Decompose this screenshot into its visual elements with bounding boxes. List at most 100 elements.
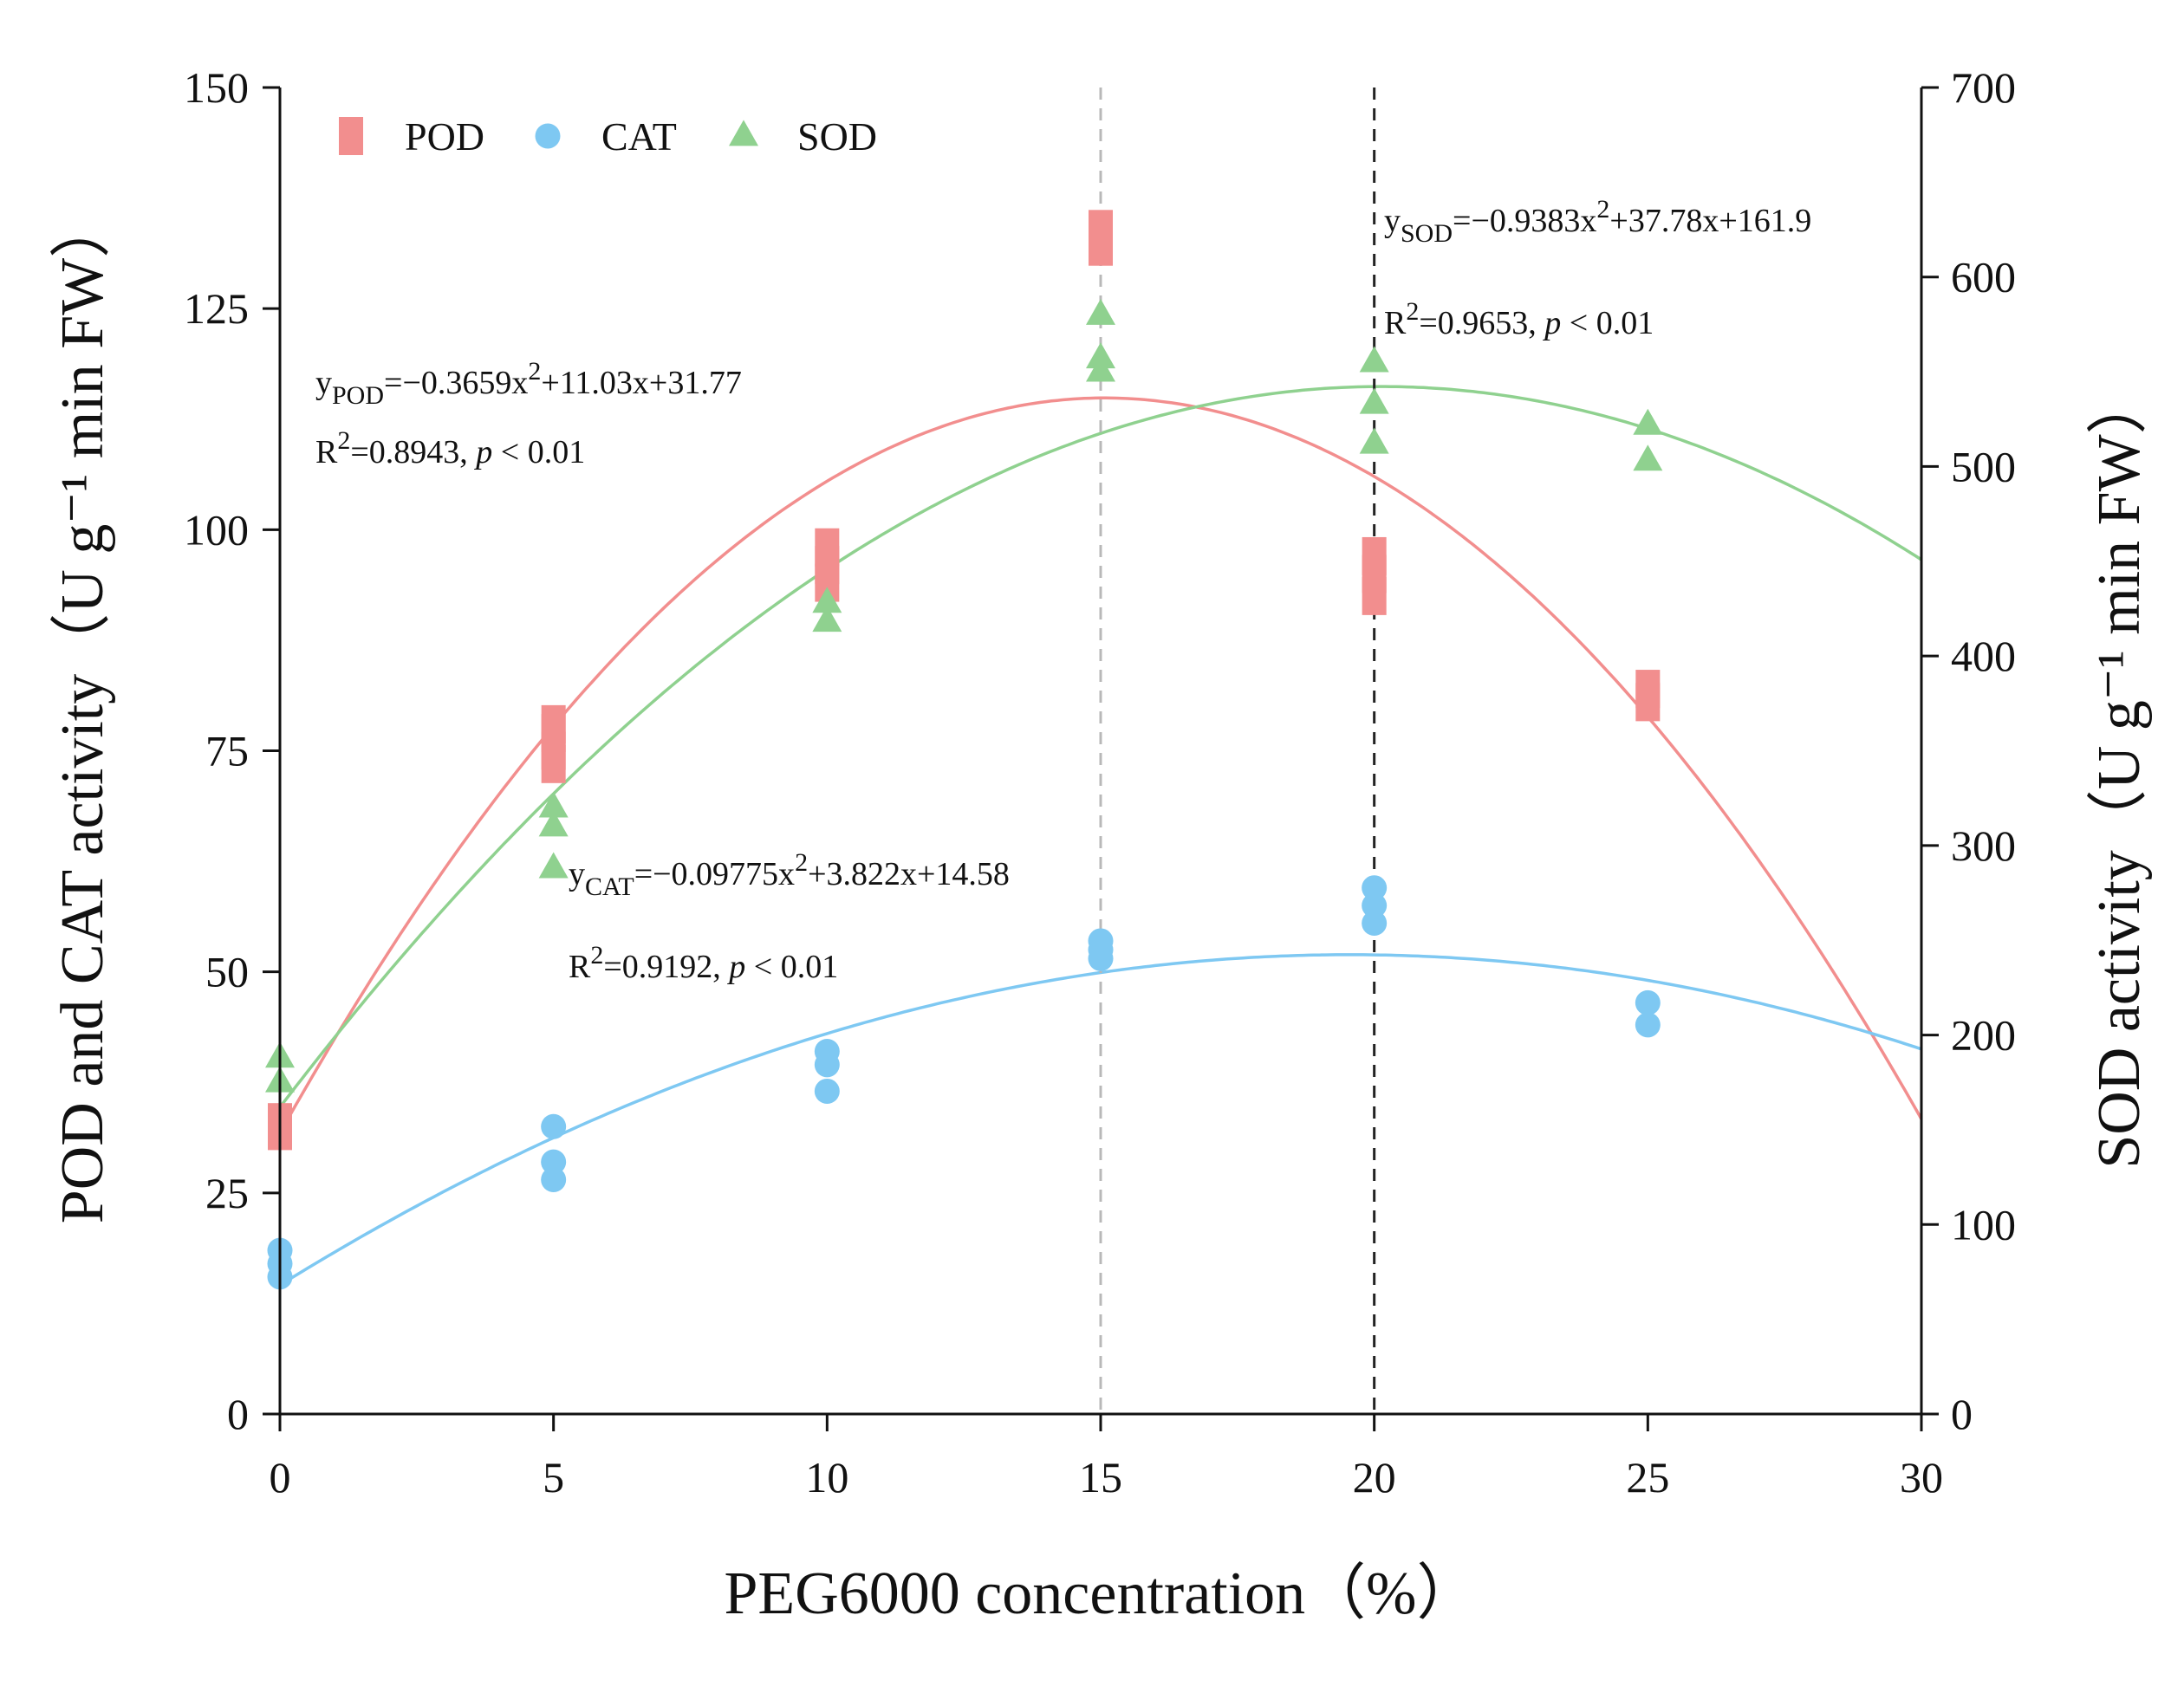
cat-point bbox=[541, 1167, 567, 1193]
cat-point bbox=[1088, 928, 1114, 954]
sod-eq-superscript: 2 bbox=[1596, 195, 1609, 224]
y-tick-label-left: 100 bbox=[184, 505, 249, 554]
cat-point bbox=[1362, 911, 1388, 937]
cat-eq-term1: =−0.09775x bbox=[634, 856, 795, 892]
y-tick-label-left: 0 bbox=[227, 1390, 249, 1438]
y-tick-label-left: 25 bbox=[205, 1169, 249, 1217]
x-tick-label: 30 bbox=[1900, 1453, 1943, 1502]
cat-point bbox=[1362, 892, 1388, 918]
cat-point bbox=[814, 1039, 840, 1065]
cat-eq-subscript: CAT bbox=[585, 872, 634, 901]
cat-equation: yCAT=−0.09775x2+3.822x+14.58 bbox=[569, 848, 1010, 901]
sod-legend-marker bbox=[729, 120, 758, 146]
sod-r2: R2=0.9653, p < 0.01 bbox=[1384, 297, 1654, 341]
pod-legend-marker bbox=[339, 117, 363, 155]
cat-r2-superscript: 2 bbox=[590, 941, 603, 970]
y-tick-label-right: 0 bbox=[1951, 1390, 1973, 1438]
pod-point bbox=[541, 704, 566, 743]
axes bbox=[263, 86, 1939, 1431]
cat-legend-marker bbox=[535, 123, 561, 149]
cat-eq-term2: +3.822x+14.58 bbox=[808, 856, 1010, 892]
x-tick-label: 20 bbox=[1353, 1453, 1396, 1502]
pod-r2-label: R bbox=[315, 434, 338, 470]
pod-point bbox=[1089, 210, 1113, 249]
pod-legend-label: POD bbox=[405, 114, 484, 159]
cat-point bbox=[1635, 1012, 1661, 1038]
y-axis-title-right: SOD activity（U g⁻¹ min FW） bbox=[2086, 373, 2153, 1168]
sod-equation: ySOD=−0.9383x2+37.78x+161.9 bbox=[1384, 195, 1811, 248]
cat-r2-value: =0.9192, bbox=[603, 949, 729, 985]
x-tick-label: 5 bbox=[543, 1453, 564, 1502]
pod-r2-superscript: 2 bbox=[337, 426, 350, 455]
cat-eq-superscript: 2 bbox=[795, 848, 808, 877]
sod-point bbox=[1633, 444, 1663, 471]
x-axis-title: PEG6000 concentration（%） bbox=[725, 1560, 1478, 1627]
reference-lines bbox=[1099, 88, 1376, 1414]
x-tick-label: 15 bbox=[1079, 1453, 1122, 1502]
cat-point bbox=[541, 1149, 567, 1175]
cat-r2-label: R bbox=[569, 949, 591, 985]
sod-point bbox=[1359, 427, 1389, 454]
data-points bbox=[265, 210, 1663, 1290]
pod-eq-term2: +11.03x+31.77 bbox=[541, 365, 741, 401]
sod-point bbox=[1086, 342, 1115, 369]
pod-r2-p: p bbox=[473, 434, 492, 470]
y-tick-label-right: 400 bbox=[1951, 632, 2016, 680]
x-tick-label: 10 bbox=[805, 1453, 848, 1502]
cat-point bbox=[1362, 875, 1388, 901]
sod-r2-significance: < 0.01 bbox=[1561, 305, 1654, 341]
y-tick-label-right: 500 bbox=[1951, 442, 2016, 490]
cat-r2-significance: < 0.01 bbox=[745, 949, 838, 985]
pod-eq-subscript: POD bbox=[332, 381, 384, 410]
pod-eq-superscript: 2 bbox=[528, 357, 541, 386]
y-tick-label-right: 700 bbox=[1951, 63, 2016, 112]
y-tick-label-left: 75 bbox=[205, 727, 249, 775]
sod-point bbox=[1359, 387, 1389, 414]
sod-point bbox=[538, 791, 569, 818]
sod-eq-y: y bbox=[1384, 203, 1401, 239]
pod-equation: yPOD=−0.3659x2+11.03x+31.77 bbox=[315, 357, 742, 410]
sod-r2-label: R bbox=[1384, 305, 1407, 341]
pod-eq-term1: =−0.3659x bbox=[384, 365, 528, 401]
y-tick-label-right: 100 bbox=[1951, 1200, 2016, 1249]
tick-labels: 0 5 10 15 20 25 300255075100125150010020030040… bbox=[184, 63, 2016, 1502]
cat-r2: R2=0.9192, p < 0.01 bbox=[569, 941, 838, 985]
sod-r2-superscript: 2 bbox=[1406, 297, 1419, 326]
legend: POD CAT SOD bbox=[339, 114, 877, 159]
x-tick-label: 25 bbox=[1626, 1453, 1669, 1502]
axis-titles: PEG6000 concentration（%） POD and CAT act… bbox=[49, 198, 2153, 1627]
y-tick-label-right: 600 bbox=[1951, 253, 2016, 302]
pod-point bbox=[1635, 670, 1661, 709]
sod-point bbox=[1086, 298, 1115, 325]
sod-point bbox=[1086, 355, 1115, 382]
sod-eq-subscript: SOD bbox=[1401, 219, 1453, 248]
cat-point bbox=[1635, 989, 1661, 1015]
sod-point bbox=[538, 852, 569, 879]
y-tick-label-right: 300 bbox=[1951, 821, 2016, 870]
sod-point bbox=[1359, 346, 1389, 373]
cat-eq-y: y bbox=[569, 856, 585, 892]
pod-r2-value: =0.8943, bbox=[350, 434, 476, 470]
sod-r2-value: =0.9653, bbox=[1419, 305, 1544, 341]
y-tick-label-left: 50 bbox=[205, 948, 249, 996]
pod-eq-y: y bbox=[315, 365, 332, 401]
y-tick-label-left: 150 bbox=[184, 63, 249, 112]
pod-r2: R2=0.8943, p < 0.01 bbox=[315, 426, 585, 470]
cat-point bbox=[814, 1078, 840, 1104]
sod-point bbox=[812, 606, 842, 632]
pod-point bbox=[815, 528, 840, 567]
cat-point bbox=[541, 1113, 567, 1139]
sod-r2-p: p bbox=[1542, 305, 1561, 341]
cat-r2-p: p bbox=[726, 949, 745, 985]
pod-point bbox=[1362, 536, 1387, 575]
cat-legend-label: CAT bbox=[601, 114, 677, 159]
sod-point bbox=[1633, 408, 1663, 435]
sod-eq-term2: +37.78x+161.9 bbox=[1609, 203, 1811, 239]
y-tick-label-left: 125 bbox=[184, 284, 249, 333]
sod-eq-term1: =−0.9383x bbox=[1453, 203, 1596, 239]
pod-r2-significance: < 0.01 bbox=[492, 434, 585, 470]
y-tick-label-right: 200 bbox=[1951, 1011, 2016, 1060]
sod-point bbox=[812, 587, 842, 613]
